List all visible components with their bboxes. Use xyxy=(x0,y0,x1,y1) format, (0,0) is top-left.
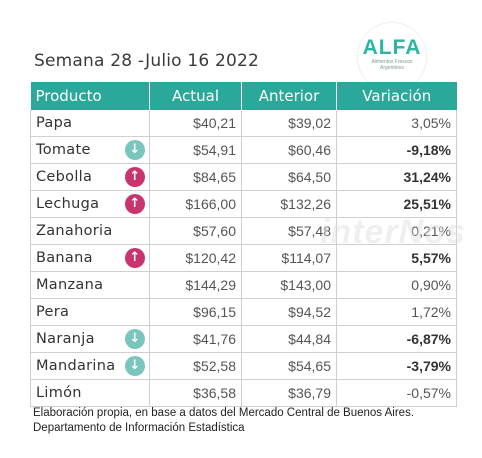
actual-price-cell: $166,00 xyxy=(149,190,242,218)
table-row: Limón $36,58 $36,79 -0,57% xyxy=(30,379,457,407)
variation-cell: 1,72% xyxy=(336,298,457,326)
header-producto: Producto xyxy=(30,82,150,110)
previous-price-cell: $143,00 xyxy=(241,271,337,299)
previous-price-cell: $114,07 xyxy=(241,244,337,272)
product-name: Banana xyxy=(36,250,93,266)
variation-cell: 5,57% xyxy=(336,244,457,272)
alfa-logo: ALFA Alimentos Frescos Argentinos xyxy=(357,22,427,92)
arrow-up-icon: ↑ xyxy=(125,167,145,187)
header-actual: Actual xyxy=(149,82,242,110)
product-name: Pera xyxy=(36,304,70,320)
product-name: Naranja xyxy=(36,331,95,347)
actual-price-cell: $54,91 xyxy=(149,136,242,164)
variation-cell: 0,21% xyxy=(336,217,457,245)
previous-price-cell: $44,84 xyxy=(241,325,337,353)
actual-price-cell: $120,42 xyxy=(149,244,242,272)
header-variacion: Variación xyxy=(336,82,457,110)
product-cell: Mandarina ↓ xyxy=(30,352,150,380)
footer-note: Elaboración propia, en base a datos del … xyxy=(33,406,414,436)
product-cell: Banana ↑ xyxy=(30,244,150,272)
variation-cell: -3,79% xyxy=(336,352,457,380)
arrow-up-icon: ↑ xyxy=(125,194,145,214)
variation-cell: -0,57% xyxy=(336,379,457,407)
arrow-down-icon: ↓ xyxy=(125,140,145,160)
actual-price-cell: $57,60 xyxy=(149,217,242,245)
product-cell: Lechuga ↑ xyxy=(30,190,150,218)
product-name: Cebolla xyxy=(36,169,93,185)
product-cell: Manzana xyxy=(30,271,150,299)
product-name: Lechuga xyxy=(36,196,100,212)
table-row: Zanahoria $57,60 $57,48 0,21% xyxy=(30,217,457,245)
product-name: Mandarina xyxy=(36,358,116,374)
actual-price-cell: $41,76 xyxy=(149,325,242,353)
product-cell: Cebolla ↑ xyxy=(30,163,150,191)
previous-price-cell: $39,02 xyxy=(241,110,337,137)
actual-price-cell: $52,58 xyxy=(149,352,242,380)
arrow-down-icon: ↓ xyxy=(125,356,145,376)
price-table: Producto Actual Anterior Variación Papa $… xyxy=(30,82,457,407)
previous-price-cell: $64,50 xyxy=(241,163,337,191)
product-cell: Naranja ↓ xyxy=(30,325,150,353)
variation-cell: -9,18% xyxy=(336,136,457,164)
previous-price-cell: $36,79 xyxy=(241,379,337,407)
actual-price-cell: $144,29 xyxy=(149,271,242,299)
previous-price-cell: $94,52 xyxy=(241,298,337,326)
variation-cell: 3,05% xyxy=(336,110,457,137)
table-row: Lechuga ↑ $166,00 $132,26 25,51% xyxy=(30,190,457,218)
variation-cell: 25,51% xyxy=(336,190,457,218)
product-cell: Papa xyxy=(30,110,150,137)
product-cell: Pera xyxy=(30,298,150,326)
table-row: Naranja ↓ $41,76 $44,84 -6,87% xyxy=(30,325,457,353)
arrow-down-icon: ↓ xyxy=(125,329,145,349)
previous-price-cell: $132,26 xyxy=(241,190,337,218)
product-name: Manzana xyxy=(36,277,104,293)
table-row: Pera $96,15 $94,52 1,72% xyxy=(30,298,457,326)
actual-price-cell: $40,21 xyxy=(149,110,242,137)
product-name: Tomate xyxy=(36,142,91,158)
logo-subtitle: Alimentos Frescos Argentinos xyxy=(371,59,413,71)
logo-word: ALFA xyxy=(362,36,422,59)
table-row: Banana ↑ $120,42 $114,07 5,57% xyxy=(30,244,457,272)
previous-price-cell: $60,46 xyxy=(241,136,337,164)
previous-price-cell: $54,65 xyxy=(241,352,337,380)
header-anterior: Anterior xyxy=(241,82,337,110)
footer-department: Departamento de Información Estadística xyxy=(33,422,245,434)
table-row: Mandarina ↓ $52,58 $54,65 -3,79% xyxy=(30,352,457,380)
variation-cell: -6,87% xyxy=(336,325,457,353)
table-header-row: Producto Actual Anterior Variación xyxy=(30,82,457,110)
product-cell: Limón xyxy=(30,379,150,407)
table-row: Tomate ↓ $54,91 $60,46 -9,18% xyxy=(30,136,457,164)
table-row: Cebolla ↑ $84,65 $64,50 31,24% xyxy=(30,163,457,191)
product-name: Zanahoria xyxy=(36,223,113,239)
actual-price-cell: $84,65 xyxy=(149,163,242,191)
table-row: Papa $40,21 $39,02 3,05% xyxy=(30,110,457,137)
variation-cell: 31,24% xyxy=(336,163,457,191)
actual-price-cell: $36,58 xyxy=(149,379,242,407)
footer-source: Elaboración propia, en base a datos del … xyxy=(33,407,415,419)
table-row: Manzana $144,29 $143,00 0,90% xyxy=(30,271,457,299)
table-body: Papa $40,21 $39,02 3,05% Tomate ↓ $54,91 $60,46… xyxy=(30,110,457,407)
product-name: Papa xyxy=(36,115,73,131)
product-name: Limón xyxy=(36,385,82,401)
page-title: Semana 28 -Julio 16 2022 xyxy=(34,51,260,71)
previous-price-cell: $57,48 xyxy=(241,217,337,245)
arrow-up-icon: ↑ xyxy=(125,248,145,268)
variation-cell: 0,90% xyxy=(336,271,457,299)
product-cell: Tomate ↓ xyxy=(30,136,150,164)
actual-price-cell: $96,15 xyxy=(149,298,242,326)
product-cell: Zanahoria xyxy=(30,217,150,245)
